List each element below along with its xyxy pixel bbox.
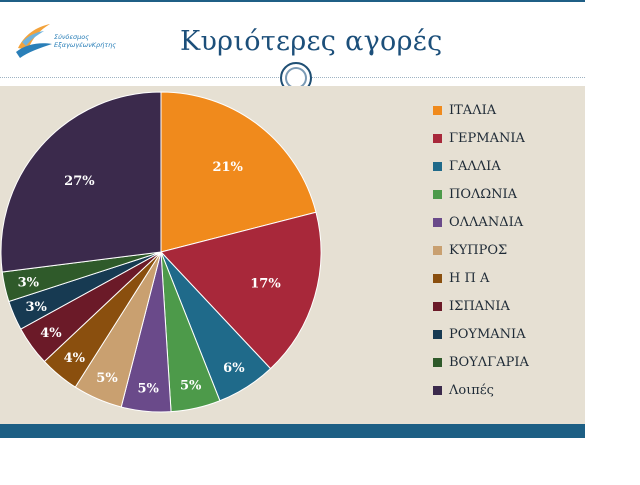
slice-label-11: 27% [64,174,95,189]
slice-label-4: 5% [180,379,202,394]
legend-item: ΚΥΠΡΟΣ [433,240,507,260]
legend-swatch [433,357,442,367]
legend-item: ΙΤΑΛΙΑ [433,100,496,120]
legend-swatch [433,273,442,283]
legend-label: Η Π Α [449,270,490,286]
legend-swatch [433,245,442,255]
logo-line2: ΕξαγωγέωνΚρήτης [54,41,117,49]
legend-item: Λοιπές [433,380,494,400]
pie-slice-1 [160,91,317,253]
slide: Σύνδεσμος ΕξαγωγέωνΚρήτης Κυριότερες αγο… [0,0,585,440]
legend-swatch [433,385,442,395]
legend-swatch [433,161,442,171]
pie-chart: 21% 17% 6% 5% 5% 5% 4%4% 3% 3% 27% [0,91,322,413]
slice-label-3: 6% [223,361,245,376]
logo-line1: Σύνδεσμος [54,33,90,41]
legend-item: ΓΑΛΛΙΑ [433,156,501,176]
page-title: Κυριότερες αγορές [180,26,443,57]
logo-text: Σύνδεσμος ΕξαγωγέωνΚρήτης [54,33,116,49]
legend-item: ΙΣΠΑΝΙΑ [433,296,510,316]
legend-label: Λοιπές [449,382,494,398]
legend-swatch [433,105,442,115]
legend-label: ΓΕΡΜΑΝΙΑ [449,130,525,146]
slice-label-5: 5% [137,381,159,396]
slice-label-7: 4% [64,351,86,366]
slice-label-1: 21% [212,160,243,175]
legend-swatch [433,189,442,199]
legend-swatch [433,133,442,143]
top-rule [0,0,585,2]
legend-swatch [433,301,442,311]
legend-item: ΡΟΥΜΑΝΙΑ [433,324,526,344]
pie-slice-2 [160,211,322,370]
legend-label: ΡΟΥΜΑΝΙΑ [449,326,526,342]
logo-swoosh-icon [16,24,52,58]
legend-item: Η Π Α [433,268,489,288]
logo: Σύνδεσμος ΕξαγωγέωνΚρήτης [14,18,134,60]
slice-label-6: 5% [96,371,118,386]
legend-label: ΒΟΥΛΓΑΡΙΑ [449,354,529,370]
legend-item: ΒΟΥΛΓΑΡΙΑ [433,352,529,372]
legend-item: ΓΕΡΜΑΝΙΑ [433,128,525,148]
legend-label: ΟΛΛΑΝΔΙΑ [449,214,524,230]
slice-label-9: 3% [25,300,47,315]
slice-label-2: 17% [250,276,281,291]
slice-label-10: 3% [18,276,40,291]
footer-bar [0,424,585,438]
slice-label-8: 4% [40,326,62,341]
legend-item: ΟΛΛΑΝΔΙΑ [433,212,523,232]
legend-item: ΠΟΛΩΝΙΑ [433,184,517,204]
legend-label: ΙΤΑΛΙΑ [449,102,497,118]
legend-label: ΚΥΠΡΟΣ [449,242,508,258]
legend-label: ΙΣΠΑΝΙΑ [449,298,510,314]
legend-swatch [433,217,442,227]
legend-swatch [433,329,442,339]
legend-label: ΠΟΛΩΝΙΑ [449,186,518,202]
pie-slice-11 [0,91,162,273]
legend-label: ΓΑΛΛΙΑ [449,158,501,174]
